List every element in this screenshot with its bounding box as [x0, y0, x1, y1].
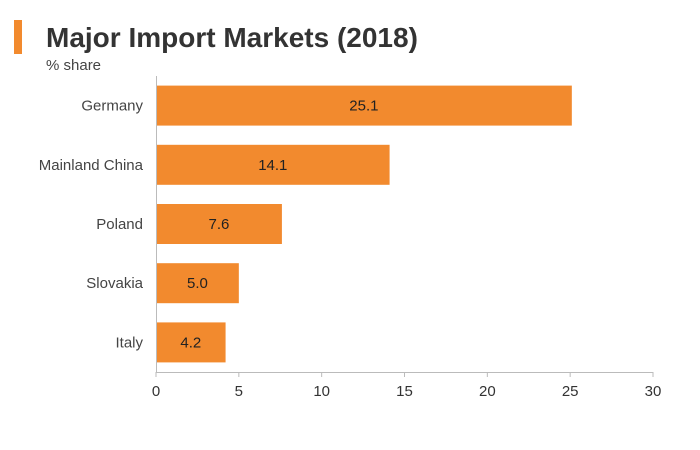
unit-label: % share — [46, 57, 102, 74]
data-label: 14.1 — [258, 157, 287, 174]
category-label: Italy — [115, 334, 143, 351]
x-tick-label: 15 — [396, 383, 413, 400]
category-label: Germany — [81, 98, 143, 115]
data-label: 7.6 — [209, 216, 230, 233]
x-tick-label: 10 — [313, 383, 330, 400]
x-tick-label: 30 — [645, 383, 662, 400]
data-label: 25.1 — [349, 98, 378, 115]
category-label: Mainland China — [39, 157, 144, 174]
bar — [156, 204, 282, 244]
data-label: 4.2 — [180, 334, 201, 351]
title-accent-bar — [14, 20, 22, 54]
bar — [156, 85, 572, 126]
chart-title: Major Import Markets (2018) — [46, 22, 418, 53]
category-label: Poland — [96, 216, 143, 233]
bar — [156, 263, 239, 304]
x-tick-label: 25 — [562, 383, 579, 400]
bar — [156, 322, 226, 363]
x-tick-label: 0 — [152, 383, 160, 400]
data-label: 5.0 — [187, 275, 208, 292]
category-label: Slovakia — [86, 275, 143, 292]
x-tick-label: 20 — [479, 383, 496, 400]
x-tick-label: 5 — [235, 383, 243, 400]
bar — [156, 144, 390, 185]
